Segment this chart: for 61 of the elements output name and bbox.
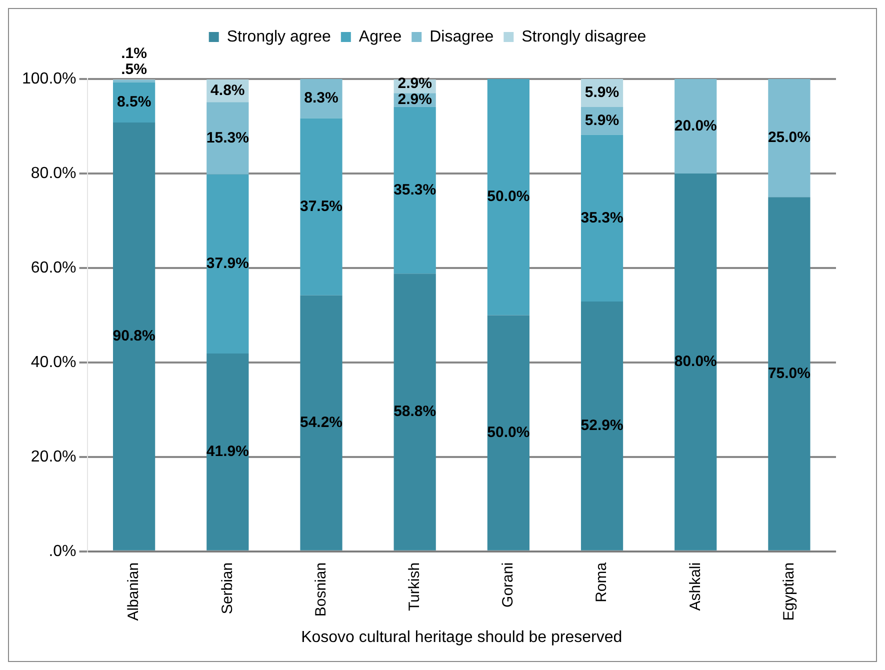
data-label: 4.8% xyxy=(210,82,245,99)
x-tick-label: Serbian xyxy=(218,562,236,614)
data-label: 75.0% xyxy=(768,364,810,382)
data-label: 52.9% xyxy=(580,417,624,434)
data-label: 54.2% xyxy=(300,414,343,432)
legend-label: Strongly agree xyxy=(226,28,332,46)
data-label: 8.3% xyxy=(304,90,338,107)
y-tick-label: 20.0% xyxy=(30,448,76,466)
bar xyxy=(768,197,810,550)
data-label: 50.0% xyxy=(487,424,530,441)
y-tick-label: 100.0% xyxy=(22,70,76,88)
bar xyxy=(768,79,810,198)
data-label: 35.3% xyxy=(580,209,624,226)
data-label: 58.8% xyxy=(394,403,436,420)
bar xyxy=(580,302,624,550)
legend-label: Agree xyxy=(358,28,402,46)
data-label: 37.5% xyxy=(300,198,343,215)
bar xyxy=(300,295,342,550)
bar xyxy=(487,315,530,550)
legend-label: Strongly disagree xyxy=(522,28,646,46)
data-label: 35.3% xyxy=(394,181,436,198)
bar xyxy=(300,118,342,296)
x-tick-label: Egyptian xyxy=(780,562,798,621)
x-tick-label: Ashkali xyxy=(686,562,704,611)
x-tick-label: Bosnian xyxy=(312,562,330,617)
y-tick-label: .0% xyxy=(48,542,76,560)
legend-label: Disagree xyxy=(430,28,494,46)
x-axis-title: Kosovo cultural heritage should be preserved xyxy=(301,628,622,646)
data-label: 25.0% xyxy=(768,129,810,146)
data-label: 5.9% xyxy=(584,84,620,102)
bar xyxy=(674,79,717,174)
data-label: 15.3% xyxy=(206,129,249,146)
data-label: 80.0% xyxy=(674,353,717,370)
x-tick-label: Albanian xyxy=(125,562,142,621)
bar xyxy=(113,122,156,550)
bar xyxy=(206,353,249,550)
y-tick-label: 40.0% xyxy=(30,354,76,371)
y-tick-label: 80.0% xyxy=(30,164,76,182)
data-label: 2.9% xyxy=(398,75,432,92)
bar xyxy=(113,80,156,82)
data-label: 5.9% xyxy=(584,112,620,129)
data-label: 90.8% xyxy=(112,328,156,345)
data-label: 50.0% xyxy=(487,188,530,206)
bar xyxy=(580,134,624,302)
data-label: 8.5% xyxy=(116,94,152,111)
data-label: 2.9% xyxy=(398,91,432,108)
bar xyxy=(206,102,249,174)
x-tick-label: Gorani xyxy=(500,562,517,608)
data-label: .1% xyxy=(121,45,147,62)
data-label: 41.9% xyxy=(206,443,249,460)
y-tick-label: 60.0% xyxy=(30,259,76,276)
x-tick-label: Roma xyxy=(593,562,610,602)
data-label: .5% xyxy=(121,61,147,78)
x-tick-label: Turkish xyxy=(406,562,423,612)
bar xyxy=(394,274,436,550)
data-label: 37.9% xyxy=(206,255,249,272)
bar xyxy=(394,106,436,274)
bar xyxy=(487,79,530,316)
bar xyxy=(674,173,717,550)
data-label: 20.0% xyxy=(674,117,717,134)
bar xyxy=(206,174,249,354)
